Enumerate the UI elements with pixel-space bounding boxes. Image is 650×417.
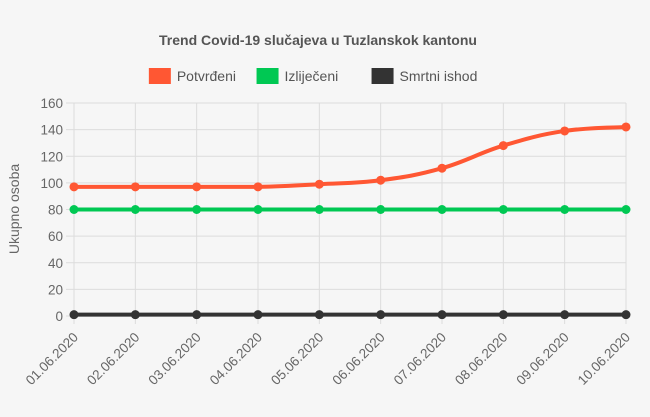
data-point-izlije-eni[interactable] [314,205,324,214]
data-point-smrtni-ishod[interactable] [498,310,508,320]
data-point-smrtni-ishod[interactable] [69,310,79,320]
legend-swatch [148,68,171,84]
data-point-izlije-eni[interactable] [621,205,631,214]
legend[interactable]: Potvrđeni Izliječeni Smrtni ishod [148,68,478,84]
y-axis-label: Ukupno osoba [6,164,22,255]
series-layer [69,122,631,320]
series-izlije-eni [69,205,631,214]
x-tick-label: 05.06.2020 [268,330,326,388]
chart-title: Trend Covid-19 slučajeva u Tuzlanskok ka… [159,32,477,48]
data-point-izlije-eni[interactable] [498,205,508,214]
y-tick-label: 100 [40,176,63,191]
data-point-izlije-eni[interactable] [192,205,202,214]
y-tick-label: 60 [48,229,63,244]
x-tick-label: 02.06.2020 [84,330,142,388]
data-point-izlije-eni[interactable] [130,205,140,214]
data-point-potvr-eni[interactable] [69,182,79,192]
data-point-smrtni-ishod[interactable] [437,310,447,320]
data-point-smrtni-ishod[interactable] [253,310,263,320]
y-tick-label: 80 [48,203,63,218]
data-point-izlije-eni[interactable] [560,205,570,214]
data-point-potvr-eni[interactable] [253,182,263,192]
legend-label: Izliječeni [285,68,339,84]
series-potvr-eni [69,122,631,192]
series-line-potvr-eni [72,124,628,189]
legend-swatch [256,68,279,84]
y-tick-label: 0 [55,309,63,324]
legend-item-izlije-eni[interactable]: Izliječeni [256,68,339,84]
y-tick-label: 120 [40,149,63,164]
data-point-smrtni-ishod[interactable] [376,310,386,320]
x-tick-label: 09.06.2020 [513,330,571,388]
data-point-smrtni-ishod[interactable] [621,310,631,320]
legend-item-potvr-eni[interactable]: Potvrđeni [148,68,236,84]
legend-label: Smrtni ishod [400,68,478,84]
data-point-potvr-eni[interactable] [560,126,570,136]
data-point-izlije-eni[interactable] [376,205,386,214]
legend-item-smrtni-ishod[interactable]: Smrtni ishod [371,68,478,84]
x-tick-label: 08.06.2020 [452,330,510,388]
data-point-potvr-eni[interactable] [621,122,631,132]
data-point-izlije-eni[interactable] [253,205,263,214]
legend-swatch [371,68,394,84]
data-point-potvr-eni[interactable] [437,163,447,173]
x-tick-label: 01.06.2020 [23,330,81,388]
legend-label: Potvrđeni [177,68,236,84]
x-tick-label: 04.06.2020 [207,330,265,388]
data-point-potvr-eni[interactable] [314,179,324,189]
data-point-smrtni-ishod[interactable] [560,310,570,320]
data-point-potvr-eni[interactable] [130,182,140,192]
data-point-smrtni-ishod[interactable] [314,310,324,320]
data-point-potvr-eni[interactable] [498,141,508,151]
data-point-izlije-eni[interactable] [69,205,79,214]
data-point-potvr-eni[interactable] [192,182,202,192]
x-tick-label: 07.06.2020 [391,330,449,388]
x-tick-label: 03.06.2020 [145,330,203,388]
data-point-potvr-eni[interactable] [376,175,386,185]
y-tick-label: 140 [40,123,63,138]
x-axis-ticks: 01.06.2020 02.06.2020 03.06.2020 04.06.2020… [23,330,633,388]
y-tick-label: 160 [40,96,63,111]
y-axis-ticks: 0 20 40 60 80 100 120 140 160 [40,96,63,324]
x-tick-label: 10.06.2020 [575,330,633,388]
data-point-izlije-eni[interactable] [437,205,447,214]
y-tick-label: 20 [48,282,63,297]
data-point-smrtni-ishod[interactable] [192,310,202,320]
data-point-smrtni-ishod[interactable] [130,310,140,320]
y-tick-label: 40 [48,256,63,271]
x-tick-label: 06.06.2020 [329,330,387,388]
series-smrtni-ishod [69,310,631,320]
